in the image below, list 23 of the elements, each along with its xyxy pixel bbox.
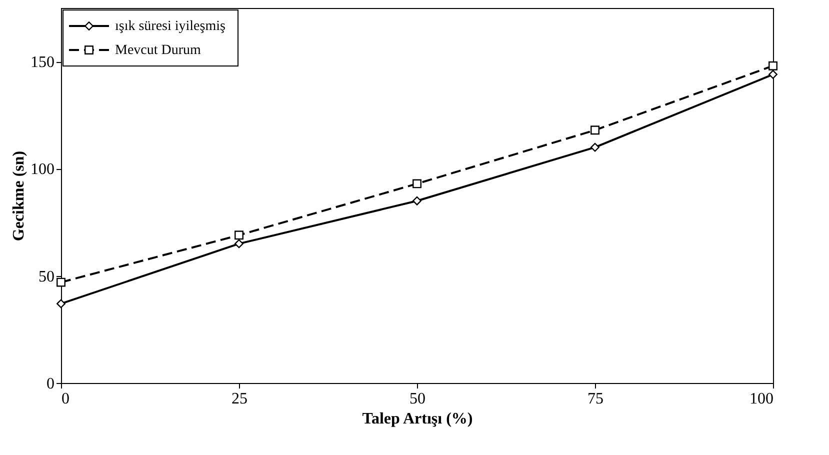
x-tick-label: 100 [750,390,774,408]
point [412,179,422,188]
point [56,278,66,287]
y-tick-label: 0 [46,376,54,392]
legend-label: ışık süresi iyileşmiş [115,19,226,34]
point [768,61,778,70]
point [590,142,600,152]
y-tick-label: 150 [30,54,54,72]
point [768,70,778,79]
x-tick-label: 50 [410,390,426,408]
x-tick-label: 75 [588,390,604,408]
point [234,230,244,240]
y-tick-label: 50 [38,268,54,286]
y-axis-title: Gecikme (sn) [10,150,28,242]
x-tick-label: 25 [232,390,248,408]
point [234,239,244,248]
x-axis-title: Talep Artışı (%) [362,410,473,428]
point [412,196,422,206]
x-tick-label: 0 [62,390,70,408]
point [56,299,66,308]
y-tick-label: 100 [30,161,54,178]
point [590,126,600,135]
legend-label: Mevcut Durum [115,43,202,58]
